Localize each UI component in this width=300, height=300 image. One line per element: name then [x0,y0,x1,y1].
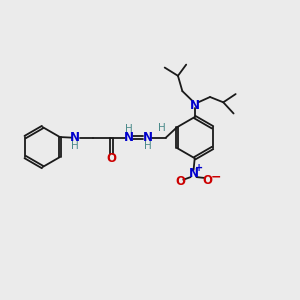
Text: N: N [124,131,134,144]
Text: H: H [158,123,166,133]
Text: O: O [203,173,213,187]
Text: N: N [188,167,199,180]
Text: N: N [190,99,200,112]
Text: H: H [71,142,79,152]
Text: −: − [211,171,221,184]
Text: N: N [70,131,80,144]
Text: N: N [142,131,153,144]
Text: O: O [106,152,116,165]
Text: H: H [144,142,152,152]
Text: H: H [125,124,133,134]
Text: +: + [195,163,203,173]
Text: O: O [175,175,185,188]
